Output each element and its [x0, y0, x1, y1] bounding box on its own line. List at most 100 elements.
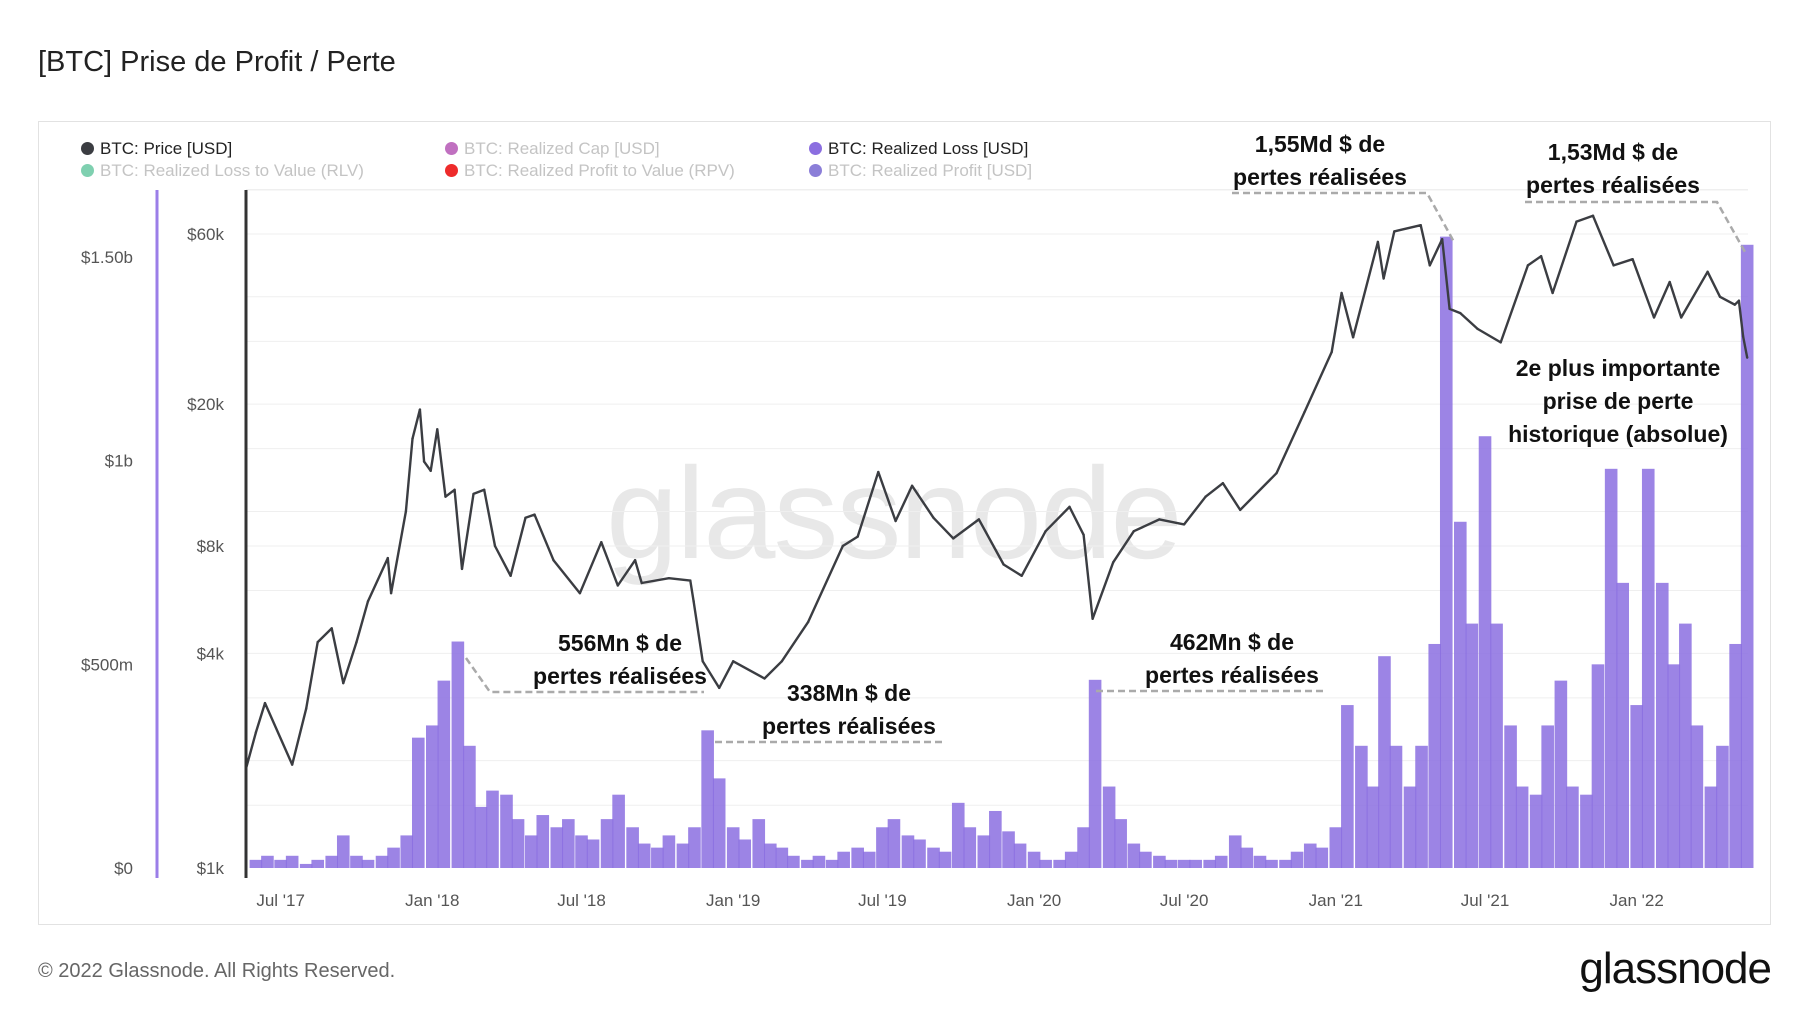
loss-bar: [612, 794, 625, 868]
loss-bar: [451, 641, 465, 868]
loss-bar: [1240, 847, 1254, 868]
x-axis-tick: Jul '19: [858, 891, 907, 910]
page-title: [BTC] Prise de Profit / Perte: [38, 46, 396, 78]
price-point: [1376, 240, 1380, 244]
legend-item[interactable]: BTC: Realized Profit to Value (RPV): [445, 161, 735, 181]
price-point: [578, 591, 582, 595]
loss-bar: [851, 847, 864, 868]
annotation-line: 1,55Md $ de: [1254, 131, 1386, 157]
price-point: [316, 640, 319, 644]
loss-bar: [1114, 819, 1127, 868]
loss-bar: [1077, 827, 1090, 868]
price-point: [1091, 617, 1094, 620]
loss-bar: [474, 806, 488, 868]
price-point: [1741, 335, 1745, 338]
loss-axis-tick: $1b: [105, 452, 133, 471]
loss-bar: [1591, 664, 1605, 868]
legend-item[interactable]: BTC: Realized Cap [USD]: [445, 139, 660, 159]
loss-bar: [1013, 843, 1027, 868]
loss-bar: [712, 778, 726, 868]
price-point: [1204, 495, 1207, 498]
loss-bar: [1228, 835, 1242, 868]
loss-bar: [738, 839, 752, 868]
price-line-group: [244, 214, 1749, 770]
loss-bar: [1704, 786, 1718, 868]
loss-bar: [1153, 855, 1166, 868]
price-point: [1068, 505, 1071, 509]
loss-bar: [1366, 786, 1380, 868]
legend-item[interactable]: BTC: Price [USD]: [81, 139, 232, 159]
annotation-leader-line: [464, 657, 704, 694]
price-point: [1526, 264, 1530, 267]
loss-bar: [1403, 786, 1417, 868]
annotation-line: 2e plus importante: [1515, 355, 1721, 381]
loss-bar: [536, 815, 550, 868]
loss-bar: [1580, 794, 1593, 868]
price-point: [355, 640, 358, 644]
price-axis-tick: $1k: [197, 859, 225, 878]
legend-item[interactable]: BTC: Realized Loss to Value (RLV): [81, 161, 364, 181]
price-point: [1351, 336, 1355, 339]
loss-bar: [1265, 859, 1278, 868]
annotation-line: prise de perte: [1542, 388, 1694, 414]
x-axis-tick: Jan '22: [1610, 891, 1664, 910]
price-point: [254, 731, 258, 734]
price-point: [1459, 311, 1462, 315]
loss-bar: [1679, 623, 1692, 868]
annotation-leader-line: [1232, 191, 1456, 243]
price-point: [1112, 561, 1115, 564]
loss-bar: [913, 839, 926, 868]
loss-bar: [325, 855, 339, 868]
loss-bar: [938, 851, 952, 868]
loss-bar: [361, 859, 375, 868]
loss-bar: [299, 863, 313, 868]
loss-bar: [524, 835, 538, 868]
legend-item[interactable]: BTC: Realized Loss [USD]: [809, 139, 1028, 159]
annotation-leader-line: [1525, 200, 1747, 253]
loss-bar: [1341, 705, 1354, 868]
annotation: 2e plus importante prise de perte historiq…: [1508, 352, 1728, 451]
price-point: [1440, 238, 1444, 241]
loss-bar: [1139, 851, 1152, 868]
annotation-line: pertes réalisées: [533, 663, 707, 689]
price-point: [1428, 264, 1431, 267]
loss-bar: [1439, 236, 1453, 869]
price-point: [1382, 277, 1385, 280]
price-point: [1476, 327, 1479, 331]
loss-bar: [586, 839, 600, 868]
price-line: [244, 214, 1749, 769]
x-axis-tick: Jan '19: [706, 891, 760, 910]
price-point: [453, 488, 456, 492]
price-point: [977, 518, 981, 521]
price-point: [1275, 472, 1278, 475]
legend-dot-icon: [81, 142, 94, 155]
price-point: [1591, 214, 1595, 217]
legend-item[interactable]: BTC: Realized Profit [USD]: [809, 161, 1032, 181]
price-point: [386, 556, 389, 560]
copyright: © 2022 Glassnode. All Rights Reserved.: [38, 960, 396, 982]
annotation-leaders: [464, 191, 1747, 744]
loss-bar: [1378, 656, 1391, 868]
price-point: [366, 600, 370, 603]
loss-bar: [511, 819, 525, 868]
loss-bar: [812, 855, 826, 868]
loss-bar: [676, 843, 690, 868]
loss-bar: [426, 725, 439, 868]
price-point: [877, 470, 880, 474]
loss-bar: [1253, 855, 1267, 868]
legend-dot-icon: [809, 142, 822, 155]
loss-bar: [1655, 582, 1669, 868]
annotation: 462Mn $ de pertes réalisées: [1145, 626, 1319, 692]
loss-bar: [1478, 436, 1492, 868]
loss-bar: [1027, 851, 1041, 868]
annotation-line: pertes réalisées: [1145, 662, 1319, 688]
loss-bar: [1389, 745, 1403, 868]
price-point: [910, 484, 914, 488]
loss-bar: [1729, 643, 1742, 868]
loss-bar: [575, 835, 588, 868]
price-point: [304, 707, 308, 710]
loss-bar: [662, 835, 676, 868]
x-axis-tick: Jul '20: [1160, 891, 1209, 910]
loss-bar: [1203, 859, 1216, 868]
loss-bar: [651, 847, 664, 868]
